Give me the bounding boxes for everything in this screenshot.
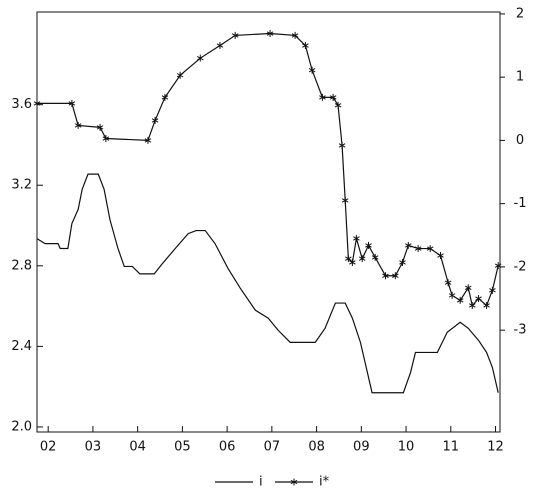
point-marker [231,31,239,39]
point-marker [444,279,452,287]
point-marker [266,30,274,38]
x-tick-label: 10 [398,440,415,455]
point-marker [468,301,476,309]
point-marker [144,136,152,144]
point-marker [308,66,316,74]
x-tick-label: 11 [443,440,460,455]
point-marker [483,301,490,309]
y-tick-label: 2.4 [11,339,32,354]
point-marker [494,262,502,270]
point-marker [475,295,482,303]
point-marker [216,42,224,50]
point-marker [489,286,496,294]
y2-tick-label: -3 [514,323,527,338]
point-marker [448,291,456,299]
point-marker [358,255,366,263]
x-tick-label: 07 [264,440,281,455]
x-tick-label: 05 [174,440,191,455]
legend-label: i [259,475,263,490]
y-tick-label: 2.8 [11,258,32,273]
plot-frame [36,11,501,433]
point-marker [399,258,406,266]
point-marker [151,116,159,124]
x-tick-label: 03 [85,440,102,455]
x-tick-label: 04 [129,440,146,455]
point-marker [74,121,82,129]
legend-marker [290,478,298,486]
y-tick-label: 3.6 [11,97,32,112]
point-marker [405,241,412,249]
y-tick-label: 3.2 [11,178,32,193]
point-marker [382,272,389,280]
point-marker [392,272,399,280]
point-marker [302,42,309,50]
point-marker [341,196,349,204]
point-marker [353,234,360,242]
point-marker [426,245,434,253]
point-marker [464,284,472,292]
x-tick-label: 02 [40,440,57,455]
point-marker [161,93,169,101]
point-marker [456,296,464,304]
y2-tick-label: 2 [516,6,524,21]
y2-tick-label: 1 [516,70,524,85]
point-marker [33,99,41,107]
legend-label: i* [319,475,330,490]
point-marker [68,99,76,107]
point-marker [176,71,184,79]
point-marker [349,258,356,266]
point-marker [414,245,422,253]
y2-tick-label: -2 [514,259,527,274]
x-tick-label: 06 [219,440,236,455]
point-marker [102,135,110,143]
x-tick-label: 08 [308,440,325,455]
x-tick-label: 12 [487,440,504,455]
series-line [36,173,499,394]
point-marker [345,255,352,263]
point-marker [329,93,337,101]
y2-tick-label: -1 [514,196,527,211]
y2-tick-label: 0 [516,133,524,148]
point-marker [365,241,372,249]
point-marker [437,252,444,260]
x-tick-label: 09 [353,440,370,455]
point-marker [319,93,326,101]
point-marker [334,101,342,109]
y-tick-label: 2.0 [11,419,32,434]
point-marker [96,123,104,131]
point-marker [371,253,379,261]
series-line [37,32,499,307]
point-marker [291,31,299,39]
point-marker [338,141,346,149]
point-marker [196,54,204,62]
